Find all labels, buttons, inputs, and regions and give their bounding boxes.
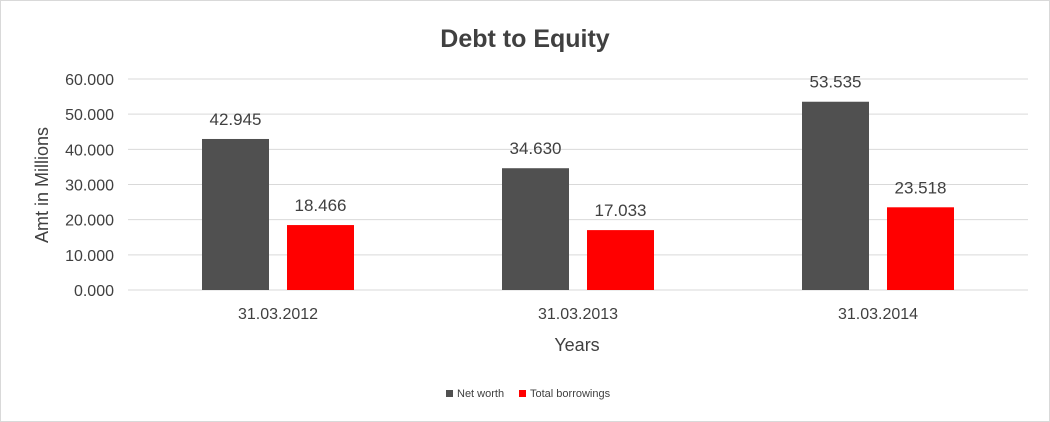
gridlines [128,78,1028,291]
y-axis-ticks: 0.000 10.000 20.000 30.000 40.000 50.000 60.00… [65,72,114,300]
x-tick-label: 31.03.2012 [238,306,318,323]
bar-net-worth [802,101,869,290]
chart-title: Debt to Equity [440,25,610,53]
y-tick-label: 30.000 [65,178,114,195]
y-tick-label: 60.000 [65,72,114,89]
bar-net-worth [502,168,569,290]
bars [202,101,954,290]
legend-label: Net worth [457,388,504,400]
data-label: 34.630 [510,139,562,158]
x-axis-title: Years [554,335,599,355]
bar-total-borrowings [887,207,954,290]
y-tick-label: 0.000 [74,283,114,300]
bar-net-worth [202,138,269,290]
y-tick-label: 10.000 [65,248,114,265]
y-axis-title: Amt in Millions [32,127,52,243]
data-label: 23.518 [895,178,947,197]
y-tick-label: 20.000 [65,213,114,230]
bar-total-borrowings [587,230,654,290]
legend-swatch [446,390,453,397]
data-label: 17.033 [595,201,647,220]
y-tick-label: 40.000 [65,142,114,159]
x-tick-label: 31.03.2013 [538,306,618,323]
y-tick-label: 50.000 [65,107,114,124]
legend-label: Total borrowings [530,388,611,400]
data-label: 42.945 [210,110,262,129]
data-labels: 42.945 18.466 34.630 17.033 53.535 23.518 [210,73,947,220]
x-tick-label: 31.03.2014 [838,306,918,323]
legend-swatch [519,390,526,397]
x-axis-categories: 31.03.2012 31.03.2013 31.03.2014 [238,306,918,323]
bar-total-borrowings [287,225,354,290]
data-label: 53.535 [810,73,862,92]
legend: Net worth Total borrowings [446,388,611,400]
data-label: 18.466 [295,196,347,215]
